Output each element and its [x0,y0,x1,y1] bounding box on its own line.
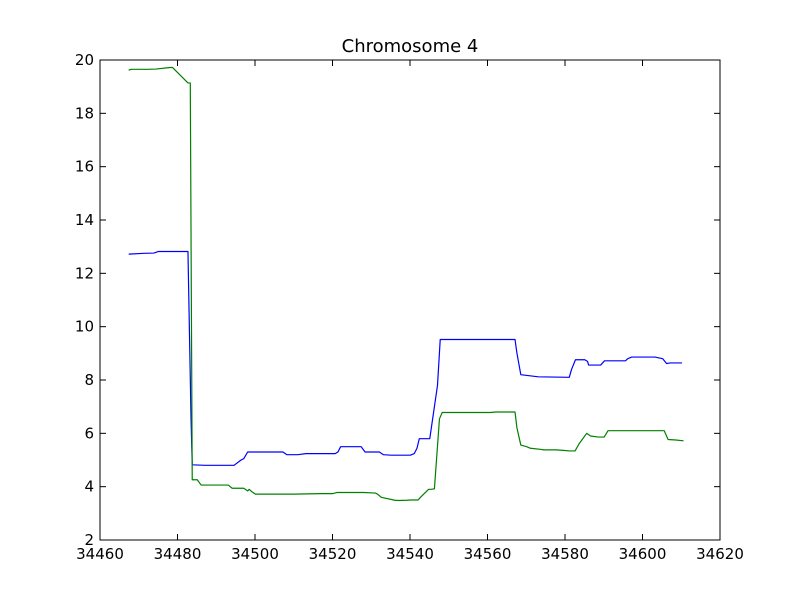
series-layer [128,66,684,502]
y-tick-label: 8 [84,371,94,389]
x-tick-label: 34580 [541,545,589,563]
x-tick-label: 34500 [231,545,279,563]
x-tick-label: 34520 [309,545,357,563]
y-tick-label: 16 [75,158,94,176]
y-tick-label: 20 [75,51,94,69]
y-tick-label: 18 [75,104,94,122]
y-tick-label: 4 [84,478,94,496]
chart-title: Chromosome 4 [342,36,479,57]
y-axis: 2 4 6 8 10 12 14 16 18 20 [75,51,720,549]
x-tick-label: 34620 [696,545,744,563]
series-line-2 [128,66,684,502]
x-tick-label: 34560 [464,545,512,563]
x-tick-label: 34480 [154,545,202,563]
y-tick-label: 2 [84,531,94,549]
x-tick-label: 34600 [619,545,667,563]
y-tick-label: 14 [75,211,94,229]
x-tick-label: 34460 [76,545,124,563]
y-tick-label: 12 [75,264,94,282]
series-line-1 [128,250,683,466]
x-tick-label: 34540 [386,545,434,563]
x-axis: 34460 34480 34500 34520 34540 34560 34580 34600… [76,60,744,563]
y-tick-label: 10 [75,318,94,336]
y-tick-label: 6 [84,424,94,442]
